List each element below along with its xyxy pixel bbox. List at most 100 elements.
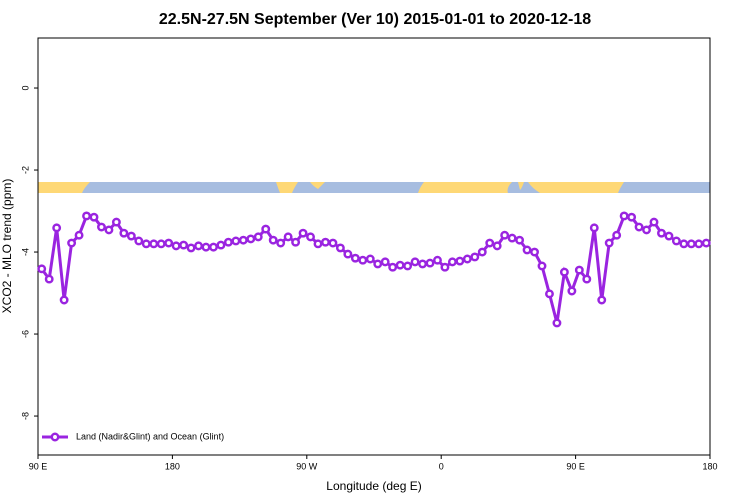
data-point bbox=[52, 223, 62, 233]
land bbox=[418, 182, 512, 193]
data-point bbox=[335, 243, 345, 253]
data-point bbox=[67, 238, 77, 248]
data-point bbox=[313, 239, 323, 249]
land bbox=[518, 182, 524, 190]
data-point bbox=[694, 239, 704, 249]
legend-label: Land (Nadir&Glint) and Ocean (Glint) bbox=[76, 431, 224, 441]
data-point bbox=[59, 295, 69, 305]
land bbox=[310, 182, 325, 189]
y-tick-label: -2 bbox=[20, 166, 30, 174]
data-point bbox=[612, 230, 622, 240]
data-point bbox=[604, 238, 614, 248]
x-tick-label: 180 bbox=[702, 461, 717, 471]
data-point bbox=[194, 241, 203, 251]
data-point bbox=[156, 239, 166, 249]
data-point bbox=[537, 261, 547, 271]
y-tick-label: -4 bbox=[20, 248, 30, 256]
data-point bbox=[462, 254, 472, 264]
x-tick-label: 90 E bbox=[29, 461, 48, 471]
plot-frame bbox=[37, 37, 711, 456]
data-point bbox=[321, 237, 330, 247]
x-tick-label: 0 bbox=[439, 461, 444, 471]
data-point bbox=[492, 241, 502, 251]
x-axis-label: Longitude (deg E) bbox=[326, 479, 421, 493]
data-point bbox=[470, 252, 480, 262]
data-point bbox=[306, 232, 315, 242]
data-point bbox=[171, 241, 181, 251]
legend-marker bbox=[50, 432, 60, 442]
data-point bbox=[298, 228, 308, 238]
data-point bbox=[552, 318, 562, 328]
data-point bbox=[238, 235, 248, 245]
data-point bbox=[530, 247, 539, 257]
data-point bbox=[664, 231, 674, 241]
data-point bbox=[388, 262, 398, 272]
data-point bbox=[111, 217, 121, 227]
data-point bbox=[627, 212, 637, 222]
data-point bbox=[545, 289, 554, 299]
land bbox=[528, 182, 624, 193]
data-point bbox=[89, 212, 99, 222]
data-point bbox=[686, 239, 696, 249]
ocean bbox=[38, 182, 710, 193]
data-point bbox=[634, 222, 644, 232]
data-point bbox=[179, 240, 189, 250]
data-point bbox=[657, 228, 666, 238]
data-point bbox=[291, 237, 301, 247]
data-point bbox=[126, 231, 136, 241]
data-point bbox=[186, 243, 196, 253]
y-tick-label: -8 bbox=[20, 412, 30, 420]
data-point bbox=[515, 235, 525, 245]
data-point bbox=[642, 225, 651, 235]
data-point bbox=[410, 257, 420, 267]
data-point bbox=[97, 222, 106, 232]
data-point bbox=[500, 230, 510, 240]
data-point bbox=[253, 232, 263, 242]
data-point bbox=[649, 217, 659, 227]
data-point bbox=[283, 232, 293, 242]
land bbox=[276, 182, 298, 193]
data-point bbox=[380, 257, 390, 267]
data-point bbox=[141, 239, 151, 249]
data-point bbox=[455, 256, 465, 266]
data-point bbox=[485, 238, 495, 248]
x-tick-label: 180 bbox=[165, 461, 180, 471]
y-tick-label: -6 bbox=[20, 330, 30, 338]
land bbox=[38, 182, 90, 193]
data-point bbox=[477, 247, 487, 257]
data-point bbox=[522, 245, 532, 255]
data-point bbox=[425, 258, 435, 268]
data-point bbox=[507, 233, 517, 243]
data-point bbox=[440, 262, 450, 272]
data-point bbox=[574, 265, 584, 275]
data-point bbox=[701, 238, 711, 248]
data-point bbox=[37, 264, 47, 274]
x-tick-label: 90 E bbox=[566, 461, 585, 471]
data-point bbox=[350, 253, 360, 263]
chart-title: 22.5N-27.5N September (Ver 10) 2015-01-0… bbox=[159, 11, 591, 28]
data-point bbox=[447, 257, 457, 267]
data-point bbox=[231, 236, 241, 246]
data-point bbox=[164, 238, 174, 248]
data-point bbox=[261, 224, 271, 234]
data-point bbox=[268, 235, 278, 245]
data-point bbox=[597, 295, 607, 305]
data-point bbox=[373, 259, 383, 269]
data-point bbox=[619, 211, 629, 221]
y-axis-label: XCO2 - MLO trend (ppm) bbox=[0, 179, 14, 314]
data-point bbox=[418, 259, 427, 269]
data-point bbox=[589, 223, 599, 233]
data-point bbox=[134, 236, 144, 246]
x-tick-label: 90 W bbox=[296, 461, 318, 471]
data-point bbox=[119, 228, 129, 238]
data-point bbox=[276, 238, 286, 248]
data-point bbox=[44, 274, 54, 284]
data-point bbox=[209, 242, 218, 252]
data-point bbox=[433, 255, 442, 265]
data-point bbox=[567, 286, 577, 296]
data-point bbox=[343, 249, 353, 259]
data-point bbox=[246, 234, 256, 244]
land-ocean-strip bbox=[38, 182, 710, 193]
